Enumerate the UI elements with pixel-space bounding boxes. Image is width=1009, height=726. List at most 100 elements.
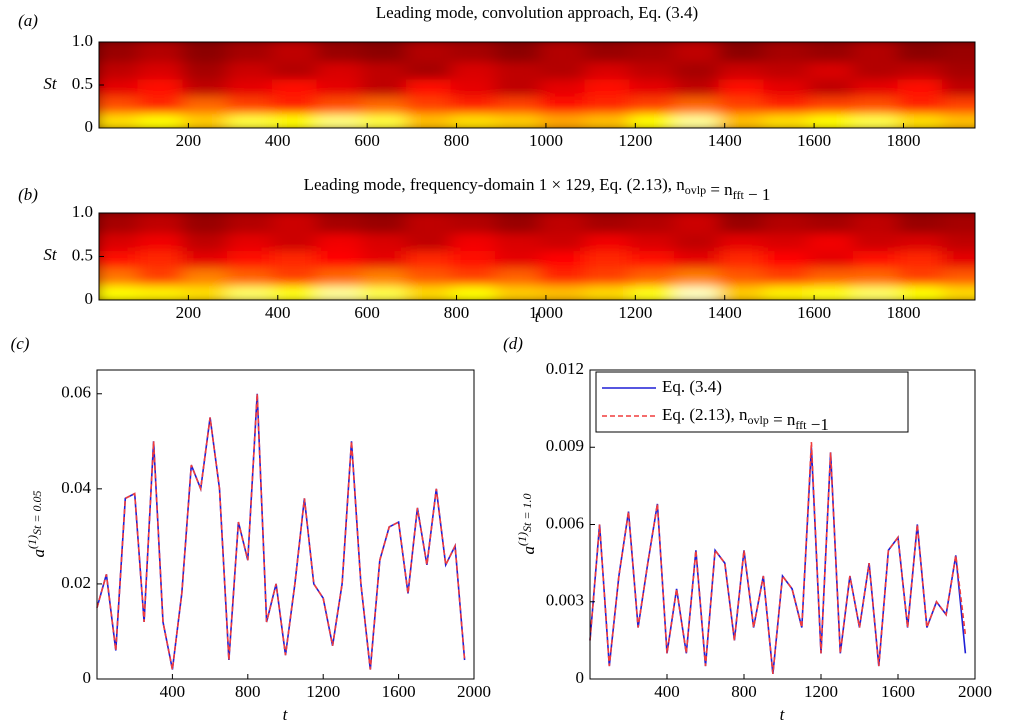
x-tick-label: 1200	[306, 682, 340, 701]
heatmap-cell	[405, 213, 463, 234]
x-tick-label: 2000	[958, 682, 992, 701]
panel: 400 800 1200 1600 2000 0 0.02 0.04 0.06 (c) t a(1)S…	[11, 334, 491, 724]
heatmap-cell	[182, 42, 240, 63]
heatmap-cell	[763, 42, 821, 63]
heatmap-blur	[99, 213, 975, 300]
y-tick-label: 0	[85, 117, 94, 136]
y-tick-label: 0.5	[72, 245, 93, 264]
heatmap-cell	[539, 213, 597, 234]
legend-box	[595, 371, 909, 433]
x-tick-label: 1400	[708, 131, 742, 150]
heatmap-blur	[99, 42, 975, 128]
x-tick-label: 1400	[708, 303, 742, 322]
x-tick-label: 800	[235, 682, 261, 701]
heatmap-cell	[450, 213, 508, 234]
y-axis-label: a(1)St = 0.05	[25, 491, 48, 558]
x-tick-label: 400	[160, 682, 186, 701]
panel-label: (d)	[503, 334, 523, 353]
legend-label-part: Eq. (3.4)	[662, 377, 722, 396]
series-line	[589, 447, 967, 674]
plot-frame	[96, 369, 475, 680]
panel-label: (a)	[18, 11, 38, 30]
heatmap-cell	[495, 42, 552, 63]
heatmap-cell	[718, 42, 776, 63]
x-tick-label: 1600	[881, 682, 915, 701]
y-tick-label: 0.009	[546, 436, 584, 455]
heatmap-cell	[897, 213, 955, 234]
heatmap-cell	[450, 42, 508, 63]
x-tick-label: 1200	[618, 303, 652, 322]
x-tick-label: 1600	[382, 682, 416, 701]
panel-label: (b)	[18, 185, 38, 204]
heatmap-cell	[316, 42, 374, 63]
chart-title-part: − 1	[744, 185, 771, 204]
heatmap-cell	[808, 42, 865, 63]
heatmap-cell	[182, 213, 240, 234]
heatmap-cell	[227, 213, 284, 234]
x-tick-label: 800	[731, 682, 757, 701]
series-line	[96, 393, 466, 670]
x-tick-label: 400	[654, 682, 680, 701]
y-tick-label: 0.003	[546, 591, 584, 610]
panel: 200 400 600 800 1000 1200 1400 1600 1800 0 0.5 1.0 L…	[18, 175, 976, 326]
y-axis-label-part: a	[519, 546, 538, 555]
chart-title-part: = n	[706, 180, 733, 199]
chart-title-part: Leading mode, frequency-domain 1 × 129, …	[304, 175, 686, 194]
x-tick-label: 200	[176, 131, 202, 150]
y-tick-label: 1.0	[72, 31, 93, 50]
heatmap-cells	[99, 213, 975, 300]
legend-label-sub: ovlp	[747, 413, 768, 427]
legend-label-part: = n	[769, 410, 796, 429]
legend-label-part: Eq. (2.13), n	[662, 405, 748, 424]
chart-title: Leading mode, frequency-domain 1 × 129, …	[304, 175, 771, 204]
y-axis-label: St	[43, 245, 58, 264]
heatmap-cell	[99, 213, 150, 234]
x-tick-label: 200	[176, 303, 202, 322]
legend-label-part: −1	[807, 415, 829, 434]
x-tick-label: 1800	[886, 303, 920, 322]
x-tick-label: 1000	[529, 303, 563, 322]
heatmap-cell	[271, 42, 329, 63]
x-tick-label: 400	[265, 131, 291, 150]
y-tick-label: 0.006	[546, 513, 584, 532]
chart-title-part: Leading mode, convolution approach, Eq. …	[376, 3, 698, 22]
x-tick-label: 1600	[797, 303, 831, 322]
chart-title: Leading mode, convolution approach, Eq. …	[376, 3, 698, 22]
heatmap-cell	[629, 42, 687, 63]
y-tick-label: 0.012	[546, 359, 584, 378]
y-tick-label: 0.04	[61, 478, 91, 497]
heatmap-cell	[137, 213, 195, 234]
legend-label: Eq. (2.13), novlp = nfft −1	[662, 405, 829, 434]
heatmap-cell	[361, 213, 418, 234]
y-tick-label: 0.02	[61, 573, 91, 592]
y-tick-label: 0	[576, 668, 585, 687]
heatmap-cell	[361, 42, 418, 63]
heatmap-cell	[942, 213, 975, 234]
legend-label-sub: fft	[795, 418, 807, 432]
heatmap-cell	[674, 42, 731, 63]
x-tick-label: 1600	[797, 131, 831, 150]
x-axis-label: t	[780, 705, 786, 724]
x-tick-label: 800	[444, 131, 470, 150]
panel-label: (c)	[11, 334, 30, 353]
x-tick-label: 1200	[618, 131, 652, 150]
y-tick-label: 0.5	[72, 74, 93, 93]
y-axis-label-part: a	[29, 549, 48, 558]
y-axis-label-sup: (1)	[25, 535, 39, 549]
legend-label: Eq. (3.4)	[662, 377, 722, 396]
heatmap-cell	[629, 213, 687, 234]
heatmap-cell	[808, 213, 865, 234]
x-tick-label: 1000	[529, 131, 563, 150]
x-tick-label: 1800	[886, 131, 920, 150]
x-tick-label: 600	[354, 303, 380, 322]
heatmap-cell	[852, 213, 910, 234]
chart-title-sub: fft	[733, 188, 745, 202]
heatmap-cell	[897, 42, 955, 63]
x-tick-label: 2000	[457, 682, 491, 701]
y-axis-label-sub: St = 1.0	[520, 494, 534, 532]
heatmap-cell	[718, 213, 776, 234]
series-line	[96, 393, 466, 670]
y-axis-label: a(1)St = 1.0	[515, 494, 538, 555]
x-tick-label: 800	[444, 303, 470, 322]
